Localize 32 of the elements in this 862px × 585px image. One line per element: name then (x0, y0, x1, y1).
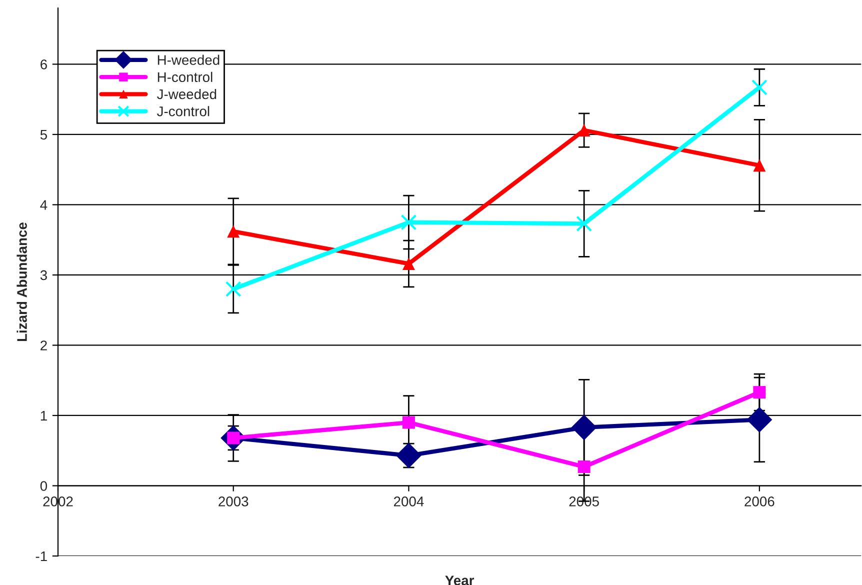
point (576, 216, 592, 232)
point (227, 225, 240, 238)
x-tick-label: 2003 (218, 496, 248, 506)
point (571, 414, 597, 440)
point (753, 386, 766, 399)
point (402, 416, 415, 429)
point (400, 214, 417, 230)
x-tick-label: 2005 (569, 496, 599, 506)
y-axis-title: Lizard Abundance (16, 222, 27, 341)
point (746, 406, 772, 432)
y-tick-label: 5 (40, 130, 47, 140)
point (578, 460, 590, 474)
x-axis-title: Year (445, 576, 474, 585)
point (396, 442, 422, 468)
y-tick-label: 1 (40, 410, 47, 421)
legend-label: J-weeded (157, 88, 216, 100)
y-tick-label: 0 (40, 481, 48, 491)
y-tick-label: 6 (40, 60, 47, 70)
legend-label: J-control (157, 106, 210, 116)
point (753, 159, 766, 172)
point (578, 124, 590, 136)
y-tick-label: 3 (40, 270, 47, 280)
x-tick-label: 2006 (744, 496, 774, 506)
point (751, 79, 768, 96)
point (402, 257, 415, 270)
legend-label: H-weeded (158, 54, 220, 65)
point (225, 281, 242, 298)
y-tick-label: 4 (40, 200, 48, 210)
legend-label: H-control (158, 72, 212, 82)
x-tick-label: 2004 (394, 496, 424, 506)
y-tick-label: -1 (36, 551, 47, 562)
y-tick-label: 2 (40, 340, 47, 350)
